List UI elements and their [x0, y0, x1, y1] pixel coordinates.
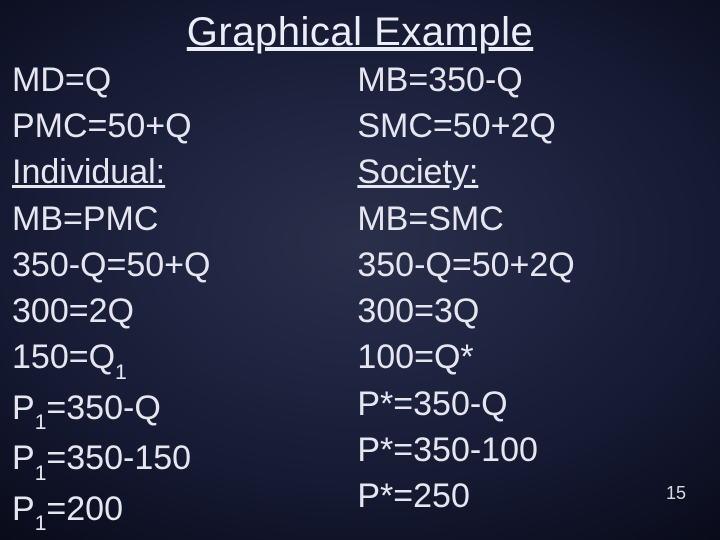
eq-p1-def-rhs: =350-Q [46, 389, 160, 427]
eq-ind-q1-sub: 1 [115, 361, 127, 384]
eq-ind-step2: 300=2Q [12, 288, 339, 334]
eq-pstar-def: P*=350-Q [357, 381, 712, 427]
eq-mb-pmc: MB=PMC [12, 196, 339, 242]
eq-pstar-subst: P*=350-100 [357, 427, 712, 473]
page-number: 15 [666, 483, 686, 504]
eq-p1-result: P1=200 [12, 486, 339, 536]
eq-mb: MB=350-Q [357, 57, 712, 103]
heading-individual: Individual: [12, 149, 339, 195]
eq-p1-result-p: P [12, 490, 35, 528]
eq-ind-step1: 350-Q=50+Q [12, 242, 339, 288]
eq-p1-subst: P1=350-150 [12, 435, 339, 485]
slide-title: Graphical Example [0, 0, 720, 55]
right-column: MB=350-Q SMC=50+2Q Society: MB=SMC 350-Q… [339, 57, 712, 536]
eq-p1-def-sub: 1 [35, 411, 47, 434]
eq-ind-q1-lhs: 150=Q [12, 338, 115, 376]
eq-p1-def-p: P [12, 389, 35, 427]
eq-p1-subst-rhs: =350-150 [46, 439, 191, 477]
eq-soc-step2: 300=3Q [357, 288, 712, 334]
eq-soc-step1: 350-Q=50+2Q [357, 242, 712, 288]
eq-p1-subst-p: P [12, 439, 35, 477]
eq-p1-subst-sub: 1 [35, 462, 47, 485]
eq-p1-def: P1=350-Q [12, 385, 339, 435]
eq-soc-qstar: 100=Q* [357, 334, 712, 380]
eq-pstar-result: P*=250 [357, 473, 712, 519]
eq-ind-q1: 150=Q1 [12, 334, 339, 384]
eq-pmc: PMC=50+Q [12, 103, 339, 149]
heading-society: Society: [357, 149, 712, 195]
eq-smc: SMC=50+2Q [357, 103, 712, 149]
eq-mb-smc: MB=SMC [357, 196, 712, 242]
eq-p1-result-sub: 1 [35, 512, 47, 535]
content-columns: MD=Q PMC=50+Q Individual: MB=PMC 350-Q=5… [0, 57, 720, 536]
eq-md: MD=Q [12, 57, 339, 103]
eq-p1-result-rhs: =200 [46, 490, 123, 528]
left-column: MD=Q PMC=50+Q Individual: MB=PMC 350-Q=5… [10, 57, 339, 536]
